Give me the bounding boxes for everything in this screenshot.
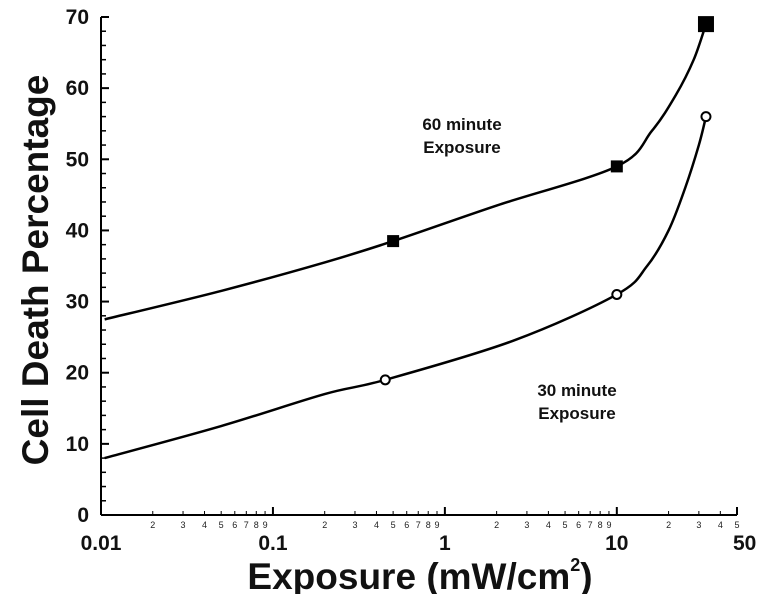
y-tick-label: 70 (66, 6, 89, 29)
x-minor-tick-label: 2 (666, 520, 671, 530)
y-axis-title: Cell Death Percentage (15, 75, 56, 466)
x-minor-tick-label: 9 (263, 520, 268, 530)
series-annotation: 30 minute Exposure (537, 381, 616, 423)
square-marker (697, 16, 714, 33)
y-tick-label: 30 (66, 291, 89, 314)
series-line-2 (104, 116, 708, 460)
y-tick-label: 50 (66, 148, 89, 171)
x-minor-tick-label: 3 (696, 520, 701, 530)
y-tick-label: 20 (66, 362, 89, 385)
x-tick-label: 1 (439, 532, 451, 555)
x-axis-title-superscript: 2 (570, 555, 580, 575)
open-circle-marker (379, 374, 391, 386)
square-marker (610, 160, 623, 173)
x-tick-label: 0.1 (258, 532, 288, 555)
x-minor-tick-label: 3 (524, 520, 529, 530)
x-minor-tick-label: 5 (391, 520, 396, 530)
x-minor-tick-label: 3 (352, 520, 357, 530)
x-minor-tick-label: 2 (322, 520, 327, 530)
x-tick-label: 10 (605, 532, 628, 555)
x-minor-tick-label: 4 (202, 520, 207, 530)
x-minor-tick-label: 8 (598, 520, 603, 530)
x-minor-tick-label: 2 (150, 520, 155, 530)
x-minor-tick-label: 5 (734, 520, 739, 530)
series-annotation: 60 minute Exposure (422, 115, 501, 157)
annotation-line: Exposure (538, 404, 615, 423)
series-line-1 (104, 23, 708, 321)
x-minor-tick-label: 9 (606, 520, 611, 530)
x-minor-tick-label: 7 (416, 520, 421, 530)
x-axis-title-main: Exposure (mW/cm (247, 556, 570, 594)
y-tick-label: 10 (66, 433, 89, 456)
x-minor-tick-label: 6 (576, 520, 581, 530)
x-tick-label: 50 (733, 532, 756, 555)
x-minor-tick-label: 7 (244, 520, 249, 530)
x-axis-title: Exposure (mW/cm2) (247, 555, 592, 594)
x-minor-tick-label: 6 (232, 520, 237, 530)
x-minor-tick-label: 7 (588, 520, 593, 530)
annotation-line: Exposure (423, 138, 500, 157)
annotation-line: 30 minute (537, 381, 616, 400)
x-minor-tick-label: 8 (254, 520, 259, 530)
x-tick-label: 0.01 (81, 532, 122, 555)
x-minor-tick-label: 2 (494, 520, 499, 530)
x-minor-tick-label: 9 (435, 520, 440, 530)
x-minor-tick-label: 4 (546, 520, 551, 530)
square-marker (387, 235, 400, 248)
annotation-layer: 60 minute Exposure 30 minute Exposure (422, 115, 616, 423)
y-tick-label: 0 (77, 504, 89, 527)
x-minor-tick-label: 5 (563, 520, 568, 530)
x-minor-tick-label: 4 (718, 520, 723, 530)
y-tick-label: 60 (66, 77, 89, 100)
x-axis-title-close: ) (580, 556, 592, 594)
x-minor-tick-label: 6 (404, 520, 409, 530)
open-circle-marker (611, 288, 623, 300)
x-minor-tick-label: 8 (426, 520, 431, 530)
open-circle-marker (700, 111, 712, 123)
annotation-line: 60 minute (422, 115, 501, 134)
x-minor-tick-label: 4 (374, 520, 379, 530)
y-tick-label: 40 (66, 219, 89, 242)
series-layer (104, 16, 714, 460)
x-minor-tick-label: 5 (219, 520, 224, 530)
x-minor-tick-label: 3 (181, 520, 186, 530)
